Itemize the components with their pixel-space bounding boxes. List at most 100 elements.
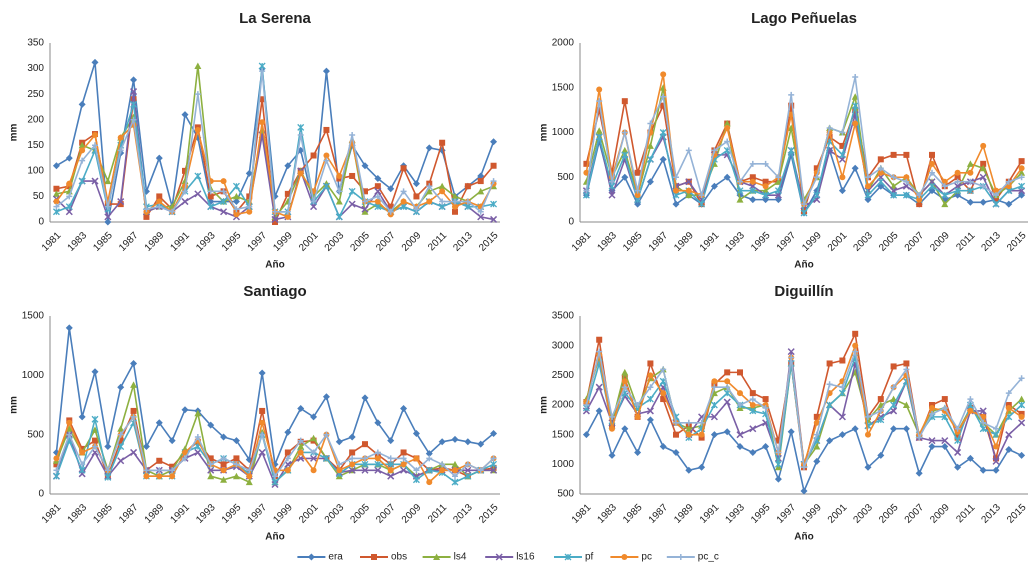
data-point bbox=[374, 183, 381, 190]
data-point bbox=[413, 193, 420, 200]
x-tick-label: 1995 bbox=[220, 230, 244, 254]
data-point bbox=[79, 157, 86, 164]
data-point bbox=[490, 466, 498, 474]
data-point bbox=[967, 178, 974, 185]
x-tick-label: 1985 bbox=[621, 502, 645, 526]
data-point bbox=[79, 461, 86, 468]
chart-title: Santiago bbox=[243, 283, 306, 300]
data-point bbox=[374, 175, 382, 183]
data-point bbox=[156, 473, 163, 480]
data-point bbox=[621, 384, 628, 391]
data-point bbox=[53, 203, 60, 210]
data-point bbox=[852, 74, 859, 81]
data-point bbox=[271, 478, 279, 486]
data-point bbox=[1018, 375, 1025, 382]
data-point bbox=[852, 348, 859, 355]
data-point bbox=[954, 178, 961, 185]
data-point bbox=[53, 461, 60, 468]
data-point bbox=[387, 467, 394, 474]
data-point bbox=[349, 172, 356, 179]
data-point bbox=[954, 448, 962, 456]
data-point bbox=[749, 187, 757, 195]
data-point bbox=[53, 198, 60, 205]
data-point bbox=[980, 183, 987, 190]
data-point bbox=[464, 203, 472, 211]
data-point bbox=[992, 431, 1000, 439]
data-point bbox=[647, 360, 654, 367]
x-tick-label: 2011 bbox=[954, 502, 977, 525]
data-point bbox=[646, 416, 654, 424]
legend-label: obs bbox=[391, 552, 407, 563]
data-point bbox=[259, 419, 266, 426]
data-point bbox=[52, 208, 60, 216]
data-point bbox=[801, 201, 807, 208]
data-point bbox=[1018, 165, 1025, 172]
data-point bbox=[400, 188, 407, 195]
data-point bbox=[66, 431, 73, 438]
data-point bbox=[181, 406, 189, 414]
data-point bbox=[865, 431, 871, 438]
data-point bbox=[890, 174, 897, 181]
data-point bbox=[787, 348, 795, 356]
data-point bbox=[374, 449, 381, 456]
data-point bbox=[838, 151, 846, 159]
x-tick-label: 1987 bbox=[117, 502, 141, 526]
data-point bbox=[169, 463, 176, 470]
data-point bbox=[91, 177, 99, 185]
data-point bbox=[673, 174, 679, 181]
data-point bbox=[583, 187, 590, 194]
data-point bbox=[425, 450, 433, 458]
data-point bbox=[609, 413, 615, 420]
data-point bbox=[413, 467, 420, 474]
data-point bbox=[838, 431, 846, 439]
data-point bbox=[194, 409, 202, 417]
x-tick-label: 2001 bbox=[297, 502, 321, 526]
x-tick-label: 1991 bbox=[168, 502, 192, 526]
y-tick-label: 100 bbox=[27, 165, 44, 176]
x-tick-label: 2009 bbox=[400, 230, 424, 254]
data-point bbox=[762, 183, 769, 190]
x-tick-label: 2011 bbox=[954, 230, 977, 253]
data-point bbox=[272, 208, 278, 215]
chart-title: Diguillín bbox=[774, 283, 833, 300]
data-point bbox=[130, 88, 138, 96]
data-point bbox=[477, 172, 485, 180]
data-point bbox=[425, 144, 433, 152]
data-point bbox=[685, 178, 693, 186]
y-tick-label: 2000 bbox=[552, 38, 575, 49]
data-point bbox=[232, 472, 240, 480]
data-point bbox=[685, 425, 693, 432]
y-tick-label: 0 bbox=[568, 217, 574, 228]
data-point bbox=[362, 455, 368, 462]
data-point bbox=[775, 437, 782, 444]
data-point bbox=[902, 401, 910, 408]
x-tick-label: 1985 bbox=[621, 230, 645, 254]
data-point bbox=[634, 413, 641, 420]
data-point bbox=[864, 463, 872, 471]
data-point bbox=[464, 438, 472, 446]
data-point bbox=[78, 413, 86, 421]
data-point bbox=[903, 174, 910, 181]
data-point bbox=[233, 206, 240, 213]
data-point bbox=[877, 396, 884, 403]
data-point bbox=[941, 191, 949, 199]
data-point bbox=[336, 461, 343, 468]
y-tick-label: 3000 bbox=[552, 340, 575, 351]
data-point bbox=[207, 466, 215, 474]
data-point bbox=[966, 187, 974, 195]
data-point bbox=[673, 431, 679, 438]
x-tick-label: 1997 bbox=[775, 502, 799, 526]
legend-marker bbox=[371, 554, 377, 560]
data-point bbox=[130, 413, 137, 420]
y-tick-label: 200 bbox=[27, 114, 44, 125]
legend-label: pc_c bbox=[698, 552, 719, 563]
data-point bbox=[297, 449, 304, 456]
data-point bbox=[426, 455, 433, 462]
data-point bbox=[284, 162, 292, 170]
data-point bbox=[1005, 431, 1013, 439]
data-point bbox=[993, 187, 999, 194]
data-point bbox=[400, 198, 407, 205]
data-point bbox=[182, 449, 188, 456]
